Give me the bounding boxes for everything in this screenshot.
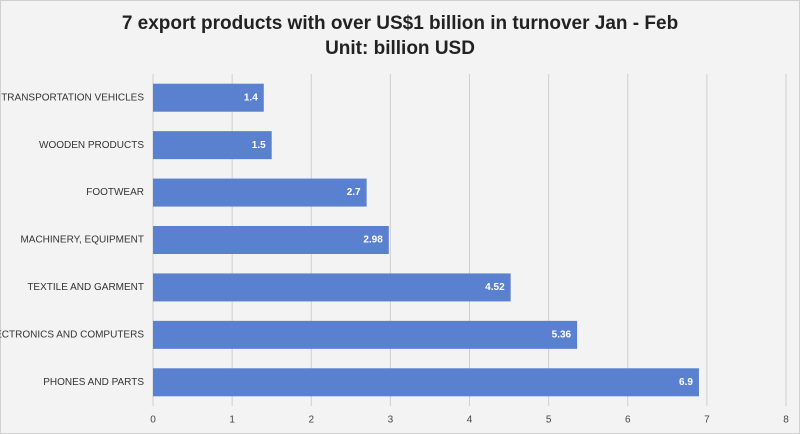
x-tick-label: 7 (704, 415, 710, 426)
y-tick-label: FOOTWEAR (86, 187, 144, 198)
y-tick-label: ELECTRONICS AND COMPUTERS (0, 329, 144, 340)
value-label: 2.98 (363, 235, 383, 246)
value-label: 1.4 (244, 92, 258, 103)
chart-title: 7 export products with over US$1 billion… (122, 13, 678, 34)
value-label: 2.7 (347, 187, 361, 198)
bar (153, 178, 367, 207)
value-label: 5.36 (552, 329, 572, 340)
bar (153, 131, 272, 160)
value-label: 1.5 (252, 140, 266, 151)
x-tick-label: 8 (783, 415, 789, 426)
x-tick-label: 2 (308, 415, 314, 426)
y-tick-label: TEXTILE AND GARMENT (27, 282, 144, 293)
x-tick-label: 6 (625, 415, 631, 426)
bar (153, 83, 264, 112)
x-tick-label: 4 (467, 415, 473, 426)
bar (153, 320, 578, 349)
y-tick-label: MACHINERY, EQUIPMENT (20, 235, 144, 246)
y-tick-label: WOODEN PRODUCTS (39, 140, 144, 151)
y-tick-label: PHONES AND PARTS (43, 377, 144, 388)
y-tick-label: TRANSPORTATION VEHICLES (1, 92, 144, 103)
bar (153, 226, 389, 254)
bar (153, 273, 511, 302)
x-tick-label: 1 (229, 415, 235, 426)
x-tick-label: 0 (150, 415, 156, 426)
chart-subtitle: Unit: billion USD (325, 38, 475, 59)
x-tick-label: 5 (546, 415, 552, 426)
x-tick-label: 3 (388, 415, 394, 426)
value-label: 6.9 (679, 377, 693, 388)
value-label: 4.52 (485, 282, 505, 293)
bar (153, 368, 699, 397)
